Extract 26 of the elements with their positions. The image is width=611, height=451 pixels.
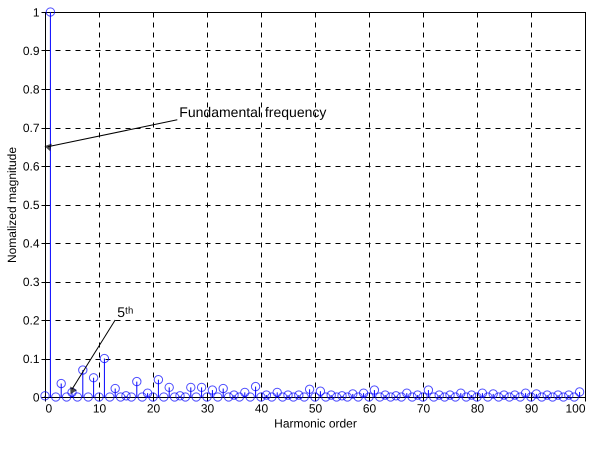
y-tick-label: 0.3 [22,275,40,289]
x-tick-label: 80 [470,402,484,416]
y-axis-title: Nomalized magnitude [4,146,19,264]
y-tick-label: 0.2 [22,314,40,328]
x-tick-label: 10 [92,402,106,416]
x-tick-label: 100 [565,402,586,416]
y-tick-label: 0.4 [22,236,40,250]
x-tick-label: 70 [416,402,430,416]
y-tick-label: 0.8 [22,82,40,96]
y-tick-label: 0.9 [22,44,40,58]
y-tick-label: 0.1 [22,352,40,366]
y-tick-label: 0 [32,390,40,404]
x-tick-label: 50 [308,402,322,416]
x-tick-label: 60 [362,402,376,416]
x-tick-label: 20 [146,402,160,416]
y-tick-label: 0.7 [22,121,40,135]
x-tick-label: 30 [200,402,214,416]
x-tick-label: 0 [46,402,52,416]
x-tick-label: 90 [524,402,538,416]
x-axis-title: Harmonic order [274,416,357,430]
annotation: Fundamental frequency [179,104,326,120]
y-tick-label: 1 [32,6,40,20]
y-tick-label: 0.5 [22,198,40,212]
y-tick-label: 0.6 [22,160,40,174]
x-tick-label: 40 [254,402,268,416]
annotation: 5ᵗʰ [117,304,134,320]
